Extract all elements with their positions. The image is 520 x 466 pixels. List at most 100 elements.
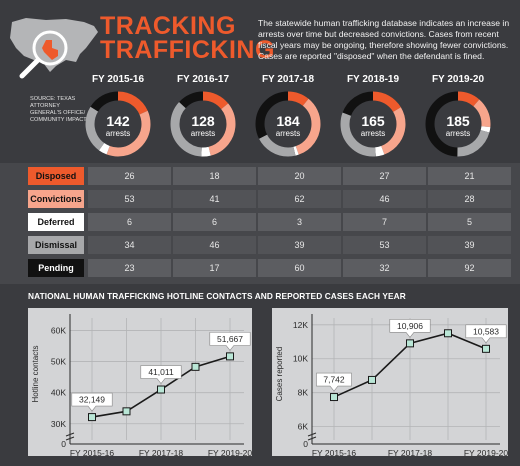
table-cell: 3 (258, 213, 341, 231)
arrests-unit-label: arrests (275, 129, 301, 138)
table-cell: 92 (428, 259, 511, 277)
x-tick-label: FY 2015-16 (312, 448, 357, 458)
x-tick-label: FY 2019-20 (464, 448, 509, 458)
table-cell: 7 (343, 213, 426, 231)
table-cell: 62 (258, 190, 341, 208)
data-label-bubble (140, 365, 182, 385)
table-cell: 39 (258, 236, 341, 254)
table-cell: 34 (88, 236, 171, 254)
fiscal-year-heading: FY 2017-18 (261, 74, 315, 85)
arrests-count: 142 (106, 113, 130, 129)
data-label-bubble (465, 324, 507, 344)
arrests-donut (85, 91, 151, 157)
x-tick-label: FY 2017-18 (139, 448, 184, 458)
y-axis-label: Hotline contacts (31, 346, 40, 403)
arrests-unit-label: arrests (190, 129, 216, 138)
arrests-donut (170, 91, 236, 157)
hotline-section-heading: NATIONAL HUMAN TRAFFICKING HOTLINE CONTA… (28, 291, 406, 301)
data-point (444, 329, 452, 338)
y-zero-label: 0 (61, 439, 66, 449)
magnifying-glass-icon (32, 30, 68, 66)
row-label-dismissal: Dismissal (28, 236, 84, 254)
table-cell: 6 (88, 213, 171, 231)
table-cell: 28 (428, 190, 511, 208)
table-cell: 5 (428, 213, 511, 231)
data-label-bubble (71, 392, 113, 412)
fiscal-year-heading: FY 2018-19 (346, 74, 400, 85)
table-cell: 41 (173, 190, 256, 208)
donut-slice-dismissal (340, 91, 406, 157)
data-point (482, 344, 490, 353)
arrests-count: 185 (446, 113, 470, 129)
axis-break (307, 432, 317, 441)
data-label-bubble (316, 372, 352, 392)
data-point (226, 352, 234, 361)
row-label-disposed: Disposed (28, 167, 84, 185)
table-cell: 6 (173, 213, 256, 231)
table-cell: 17 (173, 259, 256, 277)
donut-slice-convictions (170, 91, 236, 157)
table-cell: 23 (88, 259, 171, 277)
arrests-count: 184 (276, 113, 300, 129)
data-point (122, 407, 131, 416)
y-tick-label: 8K (298, 388, 309, 398)
donut-slice-pending (255, 91, 321, 157)
x-tick-label: FY 2015-16 (70, 448, 115, 458)
table-cell: 21 (428, 167, 511, 185)
y-tick-label: 30K (51, 419, 66, 429)
intro-text: The statewide human trafficking database… (258, 18, 510, 61)
data-point (88, 413, 96, 422)
y-tick-label: 60K (51, 325, 66, 335)
donut-slice-pending (85, 91, 151, 157)
texas-map-icon (10, 18, 98, 79)
data-label: 41,011 (148, 367, 174, 377)
donut-slice-dismissal (170, 91, 236, 157)
arrests-unit-label: arrests (105, 129, 131, 138)
source-note: SOURCE: TEXAS ATTORNEY GENERAL'S OFFICE/… (30, 96, 87, 123)
donut-slice-pending (340, 91, 406, 157)
data-label-bubble (389, 319, 431, 338)
fiscal-year-heading: FY 2019-20 (431, 74, 485, 85)
page-title: TRACKING TRAFFICKING (100, 12, 275, 64)
arrests-donut (340, 91, 406, 157)
y-tick-label: 50K (51, 357, 66, 367)
data-point (368, 375, 376, 384)
axis-break (65, 432, 75, 441)
data-label: 7,742 (323, 375, 345, 385)
x-tick-label: FY 2019-20 (208, 448, 253, 458)
arrests-donut (425, 91, 491, 157)
arrests-donut (255, 91, 321, 157)
data-point (330, 393, 338, 402)
table-cell: 32 (343, 259, 426, 277)
fiscal-year-heading: FY 2015-16 (91, 74, 145, 85)
arrests-unit-label: arrests (445, 129, 471, 138)
data-point (191, 362, 200, 371)
donut-slice-deferred (170, 91, 236, 157)
title-line-1: TRACKING (100, 12, 236, 40)
arrests-count: 128 (191, 113, 215, 129)
donut-slice-pending (170, 91, 236, 157)
donut-slice-dismissal (255, 91, 321, 157)
y-tick-label: 40K (51, 388, 66, 398)
table-cell: 46 (343, 190, 426, 208)
row-label-deferred: Deferred (28, 213, 84, 231)
table-cell: 18 (173, 167, 256, 185)
data-label: 51,667 (217, 334, 243, 344)
table-cell: 53 (343, 236, 426, 254)
data-point (157, 385, 165, 394)
table-cell: 53 (88, 190, 171, 208)
table-cell: 60 (258, 259, 341, 277)
table-cell: 26 (88, 167, 171, 185)
arrests-unit-label: arrests (360, 129, 386, 138)
data-label-bubble (209, 332, 251, 351)
donut-slice-convictions (425, 91, 491, 157)
y-tick-label: 6K (298, 422, 309, 432)
fiscal-year-heading: FY 2016-17 (176, 74, 230, 85)
data-point (406, 339, 414, 348)
donut-slice-convictions (85, 91, 151, 157)
y-axis-label: Cases reported (275, 347, 284, 402)
arrests-count: 165 (361, 113, 385, 129)
title-line-2: TRAFFICKING (100, 36, 275, 64)
table-cell: 27 (343, 167, 426, 185)
